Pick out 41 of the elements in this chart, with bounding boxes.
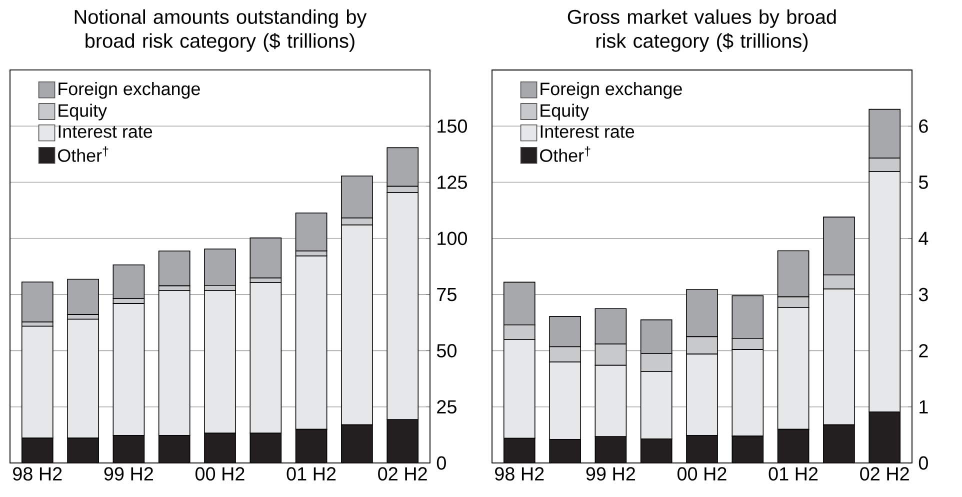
y-tick-label: 50 [436,344,456,358]
legend-label: Equity [540,104,589,120]
x-tick-label: 98 H2 [495,467,544,481]
legend-label: Other$^{†}$ [540,146,590,162]
legend-label: Foreign exchange [540,82,682,99]
y-tick-label: 2 [919,344,928,358]
x-tick-label: 00 H2 [677,467,726,481]
y-tick-label: 0 [436,456,446,470]
y-tick-label: 25 [437,400,456,414]
y-tick-label: 125 [438,176,467,189]
x-tick-label: 98 H2 [13,467,62,481]
chart-title: Notional amounts outstanding by broad risk category ($ trillions) [74,9,367,52]
bar [158,250,190,286]
y-tick-label: 1 [920,400,928,414]
x-tick-label: 01 H2 [768,467,818,481]
y-tick-label: 3 [918,288,928,302]
bar [295,212,328,252]
legend-label: Foreign exchange [58,82,200,99]
bar [112,264,145,299]
legend-label: Equity [58,104,107,120]
legend-label: Interest rate [540,125,634,138]
chart-title: Gross market values by broad risk category ($ trillions) [568,9,836,52]
y-tick-label: 75 [437,288,456,302]
x-tick-label: 02 H2 [860,467,909,481]
y-tick-label: 4 [918,232,928,245]
y-tick-label: 6 [919,119,928,133]
x-tick-label: 00 H2 [195,467,244,481]
x-tick-label: 99 H2 [586,467,635,481]
x-tick-label: 99 H2 [104,467,153,481]
x-tick-label: 01 H2 [286,467,336,481]
y-tick-label: 100 [438,232,468,246]
x-tick-label: 02 H2 [378,467,427,481]
y-tick-label: 0 [918,456,928,470]
y-tick-label: 5 [918,176,928,189]
bar [67,278,99,315]
legend-label: Interest rate [58,125,152,138]
bar [250,238,282,278]
y-tick-label: 150 [438,119,468,133]
legend-label: Other$^{†}$ [58,146,108,162]
bar [21,282,54,322]
bar [204,248,236,286]
